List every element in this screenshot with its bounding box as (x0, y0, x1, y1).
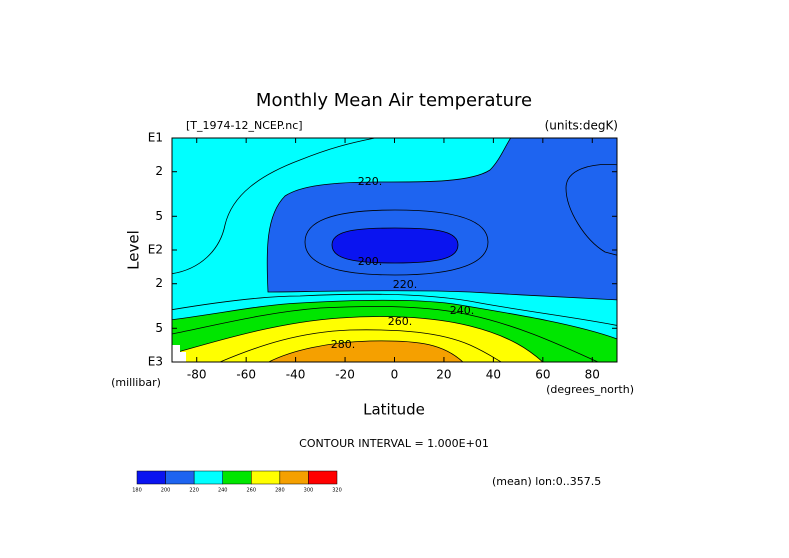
colorbar-box (136, 470, 166, 485)
plot-area: 220. 200. 220. 240. 260. 280. (171, 137, 618, 363)
y-tick-label: 2 (155, 276, 163, 290)
colorbar-label: 300 (304, 488, 314, 494)
contour-line (172, 306, 599, 362)
x-tick-label: 80 (585, 368, 600, 382)
y-tick-label: E1 (148, 131, 163, 145)
x-axis-label: Latitude (363, 401, 425, 419)
colorbar-label: 320 (332, 488, 342, 494)
subset-note: (mean) lon:0..357.5 (492, 475, 601, 488)
y-tick-label: 5 (155, 321, 163, 335)
band-fill (331, 227, 459, 264)
colorbar-label: 260 (247, 488, 257, 494)
contour-line (172, 138, 376, 275)
colorbar-box (279, 470, 309, 485)
x-tick-label: 20 (436, 368, 451, 382)
chart-title: Monthly Mean Air temperature (256, 90, 532, 111)
contour-label: 220. (358, 175, 383, 188)
colorbar-label: 180 (132, 488, 142, 494)
colorbar-label: 280 (275, 488, 285, 494)
y-tick-label: 2 (155, 164, 163, 178)
colorbar-box (165, 470, 195, 485)
contour-fills: 220. 200. 220. 240. 260. 280. (172, 138, 617, 362)
contour-line (219, 329, 502, 362)
y-tick-label: E2 (148, 243, 163, 257)
colorbar-label: 200 (161, 488, 171, 494)
colorbar-box (308, 470, 338, 485)
colorbar-box (222, 470, 252, 485)
contour-interval: CONTOUR INTERVAL = 1.000E+01 (299, 437, 489, 450)
contour-line (565, 164, 617, 256)
units-label: (units:degK) (545, 119, 618, 133)
x-tick-label: -20 (335, 368, 355, 382)
colorbar-label: 240 (218, 488, 228, 494)
colorbar-box (251, 470, 281, 485)
colorbar-label: 220 (189, 488, 199, 494)
x-tick-label: -80 (187, 368, 207, 382)
contour-label: 220. (393, 278, 418, 291)
contour-label: 260. (388, 315, 413, 328)
contour-label: 280. (331, 338, 356, 351)
y-axis-label: Level (125, 230, 143, 270)
y-tick-label: E3 (148, 355, 163, 369)
x-tick-label: 60 (535, 368, 550, 382)
x-tick-label: -60 (236, 368, 256, 382)
file-label: [T_1974-12_NCEP.nc] (186, 119, 303, 132)
colorbar: 180 200 220 240 260 280 300 320 (132, 470, 342, 494)
contour-line (172, 293, 617, 326)
band-fill (268, 340, 464, 362)
contour-line (304, 209, 489, 276)
colorbar-box (193, 470, 223, 485)
contour-label: 200. (358, 255, 383, 268)
x-tick-label: 0 (391, 368, 399, 382)
y-units: (millibar) (111, 376, 161, 389)
contour-label: 240. (450, 304, 475, 317)
missing-area (172, 345, 186, 362)
x-tick-label: -40 (286, 368, 306, 382)
x-tick-label: 40 (486, 368, 501, 382)
band-fill (177, 316, 544, 362)
y-tick-label: 5 (155, 209, 163, 223)
x-units: (degrees_north) (546, 383, 634, 396)
